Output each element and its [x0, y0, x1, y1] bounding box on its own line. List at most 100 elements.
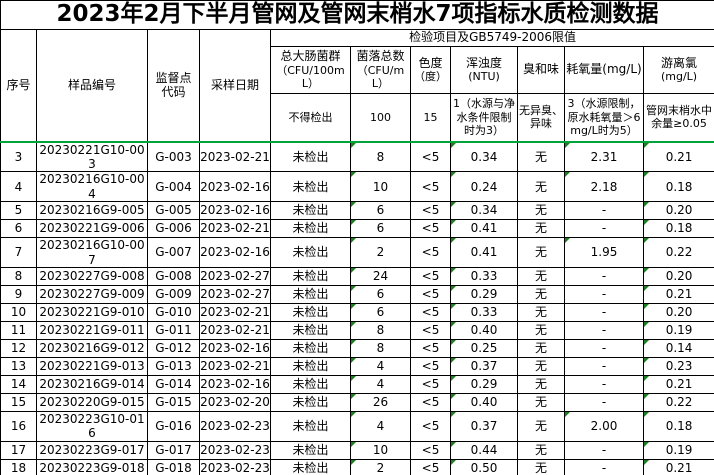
cell-no[interactable]: 17 — [0, 440, 37, 460]
cell-coliform[interactable]: 未检出 — [270, 284, 351, 304]
cell-cod[interactable]: - — [564, 392, 644, 412]
cell-turbidity[interactable]: 0.44 — [450, 440, 518, 460]
cell-no[interactable]: 8 — [0, 266, 37, 286]
cell-coliform[interactable]: 未检出 — [270, 201, 351, 221]
cell-odor[interactable]: 无 — [517, 266, 565, 286]
cell-cod[interactable]: - — [564, 458, 644, 475]
cell-free-chlorine[interactable]: 0.23 — [642, 356, 714, 376]
limit-free-chlorine[interactable]: 管网末梢水中余量≥0.05 — [642, 92, 714, 143]
cell-sample-date[interactable]: 2023-02-21 — [199, 320, 271, 340]
limit-total-coliform[interactable]: 不得检出 — [270, 92, 351, 143]
cell-no[interactable]: 3 — [0, 140, 37, 173]
cell-colony-count[interactable]: 6 — [350, 284, 411, 304]
cell-colony-count[interactable]: 6 — [350, 302, 411, 322]
limit-colony-count[interactable]: 100 — [350, 92, 411, 143]
cell-sample-id[interactable]: 20230216G10-004 — [36, 171, 148, 203]
cell-odor[interactable]: 无 — [517, 219, 565, 239]
cell-cod[interactable]: - — [564, 440, 644, 460]
cell-color[interactable]: <5 — [410, 458, 451, 475]
col-header-site-code[interactable]: 监督点代码 — [147, 28, 200, 143]
cell-color[interactable]: <5 — [410, 219, 451, 239]
cell-free-chlorine[interactable]: 0.20 — [642, 302, 714, 322]
cell-site-code[interactable]: G-007 — [147, 237, 200, 268]
cell-coliform[interactable]: 未检出 — [270, 374, 351, 394]
cell-odor[interactable]: 无 — [517, 171, 565, 203]
cell-sample-id[interactable]: 20230216G9-014 — [36, 374, 148, 394]
cell-odor[interactable]: 无 — [517, 201, 565, 221]
cell-coliform[interactable]: 未检出 — [270, 410, 351, 442]
cell-sample-id[interactable]: 20230223G9-017 — [36, 440, 148, 460]
cell-site-code[interactable]: G-017 — [147, 440, 200, 460]
cell-odor[interactable]: 无 — [517, 302, 565, 322]
cell-no[interactable]: 7 — [0, 237, 37, 268]
cell-color[interactable]: <5 — [410, 392, 451, 412]
cell-sample-date[interactable]: 2023-02-23 — [199, 458, 271, 475]
cell-coliform[interactable]: 未检出 — [270, 140, 351, 173]
cell-colony-count[interactable]: 26 — [350, 392, 411, 412]
cell-site-code[interactable]: G-004 — [147, 171, 200, 203]
cell-turbidity[interactable]: 0.29 — [450, 374, 518, 394]
cell-turbidity[interactable]: 0.25 — [450, 338, 518, 358]
cell-cod[interactable]: 1.95 — [564, 237, 644, 268]
group-header-limits[interactable]: 检验项目及GB5749-2006限值 — [269, 28, 714, 47]
cell-cod[interactable]: 2.00 — [564, 410, 644, 442]
cell-cod[interactable]: 2.18 — [564, 171, 644, 203]
cell-no[interactable]: 10 — [0, 302, 37, 322]
cell-no[interactable]: 15 — [0, 392, 37, 412]
cell-coliform[interactable]: 未检出 — [270, 392, 351, 412]
cell-sample-date[interactable]: 2023-02-20 — [199, 392, 271, 412]
cell-site-code[interactable]: G-005 — [147, 201, 200, 221]
cell-color[interactable]: <5 — [410, 171, 451, 203]
cell-turbidity[interactable]: 0.41 — [450, 219, 518, 239]
cell-coliform[interactable]: 未检出 — [270, 302, 351, 322]
cell-sample-date[interactable]: 2023-02-27 — [199, 284, 271, 304]
cell-color[interactable]: <5 — [410, 410, 451, 442]
cell-color[interactable]: <5 — [410, 284, 451, 304]
cell-site-code[interactable]: G-012 — [147, 338, 200, 358]
cell-cod[interactable]: - — [564, 302, 644, 322]
cell-site-code[interactable]: G-013 — [147, 356, 200, 376]
cell-free-chlorine[interactable]: 0.18 — [642, 410, 714, 442]
limit-cod[interactable]: 3（水源限制，原水耗氧量＞6mg/L时为5） — [564, 92, 644, 143]
cell-no[interactable]: 18 — [0, 458, 37, 475]
cell-sample-id[interactable]: 20230216G9-005 — [36, 201, 148, 221]
cell-coliform[interactable]: 未检出 — [270, 237, 351, 268]
col-header-total-coliform[interactable]: 总大肠菌群 （CFU/100mL） — [270, 45, 351, 94]
cell-free-chlorine[interactable]: 0.22 — [642, 392, 714, 412]
cell-turbidity[interactable]: 0.33 — [450, 302, 518, 322]
cell-sample-id[interactable]: 20230216G10-007 — [36, 237, 148, 268]
cell-free-chlorine[interactable]: 0.19 — [642, 440, 714, 460]
cell-color[interactable]: <5 — [410, 237, 451, 268]
cell-free-chlorine[interactable]: 0.20 — [642, 201, 714, 221]
cell-colony-count[interactable]: 2 — [350, 237, 411, 268]
cell-turbidity[interactable]: 0.50 — [450, 458, 518, 475]
cell-cod[interactable]: - — [564, 219, 644, 239]
cell-site-code[interactable]: G-003 — [147, 140, 200, 173]
cell-colony-count[interactable]: 6 — [350, 219, 411, 239]
cell-sample-date[interactable]: 2023-02-16 — [199, 171, 271, 203]
cell-coliform[interactable]: 未检出 — [270, 171, 351, 203]
cell-odor[interactable]: 无 — [517, 237, 565, 268]
cell-site-code[interactable]: G-011 — [147, 320, 200, 340]
cell-odor[interactable]: 无 — [517, 140, 565, 173]
cell-colony-count[interactable]: 8 — [350, 338, 411, 358]
cell-turbidity[interactable]: 0.41 — [450, 237, 518, 268]
cell-sample-id[interactable]: 20230221G10-003 — [36, 140, 148, 173]
cell-cod[interactable]: - — [564, 201, 644, 221]
cell-free-chlorine[interactable]: 0.21 — [642, 374, 714, 394]
cell-sample-id[interactable]: 20230220G9-015 — [36, 392, 148, 412]
cell-turbidity[interactable]: 0.34 — [450, 140, 518, 173]
cell-site-code[interactable]: G-008 — [147, 266, 200, 286]
cell-coliform[interactable]: 未检出 — [270, 458, 351, 475]
cell-sample-id[interactable]: 20230223G9-018 — [36, 458, 148, 475]
cell-free-chlorine[interactable]: 0.21 — [642, 140, 714, 173]
cell-sample-id[interactable]: 20230223G10-016 — [36, 410, 148, 442]
cell-no[interactable]: 5 — [0, 201, 37, 221]
col-header-colony-count[interactable]: 菌落总数 （CFU/mL） — [350, 45, 411, 94]
cell-sample-id[interactable]: 20230227G9-009 — [36, 284, 148, 304]
cell-sample-id[interactable]: 20230227G9-008 — [36, 266, 148, 286]
cell-cod[interactable]: - — [564, 320, 644, 340]
cell-turbidity[interactable]: 0.37 — [450, 410, 518, 442]
col-header-cod[interactable]: 耗氧量(mg/L) — [564, 45, 644, 94]
cell-no[interactable]: 9 — [0, 284, 37, 304]
